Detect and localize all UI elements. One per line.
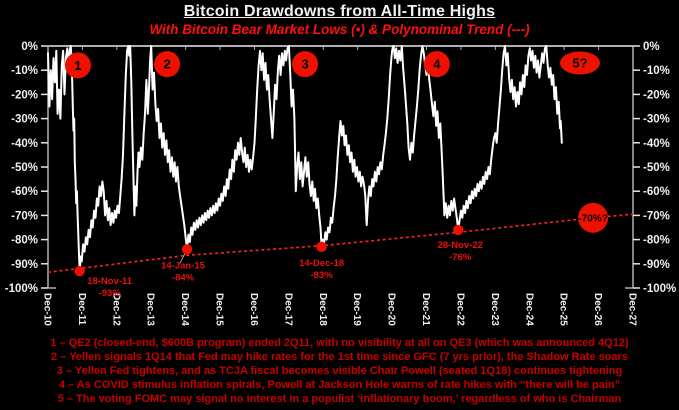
event-marker-number: 1 <box>74 58 81 73</box>
x-axis-label: Dec-25 <box>558 293 569 326</box>
low-date-label: 14-Dec-18 <box>299 258 344 269</box>
chart-subtitle: With Bitcoin Bear Market Lows (•) & Poly… <box>149 22 530 37</box>
x-axis-label: Dec-21 <box>420 293 431 326</box>
footnote-line: 4 – As COVID stimulus inflation spirals,… <box>58 379 621 391</box>
y-axis-label-left: -10% <box>11 65 38 77</box>
drawdown-line-chart: 0% 0% -10% -10% -20% -20% -30% -30% -40% -40% -50%… <box>5 41 677 326</box>
x-axis-label: Dec-17 <box>282 293 293 326</box>
footnote-line: 1 – QE2 (closed-end, $600B program) ende… <box>50 337 629 349</box>
x-axis-label: Dec-13 <box>145 293 156 326</box>
y-axis-label-left: -100% <box>5 283 38 295</box>
x-axis-label: Dec-18 <box>317 293 328 326</box>
low-pct-label: -83% <box>310 270 333 281</box>
low-pct-label: -84% <box>172 272 195 283</box>
x-axis-label: Dec-23 <box>489 293 500 326</box>
event-marker-circle <box>64 52 91 79</box>
bear-market-low-dot <box>74 265 85 277</box>
event-marker-circle <box>423 51 450 78</box>
y-axis-label-left: -90% <box>11 259 38 271</box>
event-marker-circle <box>292 51 319 78</box>
footnote-block: 1 – QE2 (closed-end, $600B program) ende… <box>0 336 679 406</box>
event-marker-ellipse <box>560 51 601 75</box>
x-axis-label: Dec-27 <box>627 293 638 326</box>
y-axis-label-right: -100% <box>643 283 676 295</box>
x-axis-label: Dec-16 <box>248 293 259 326</box>
low-label-connector <box>179 253 186 264</box>
low-pct-label: -93% <box>99 288 122 299</box>
bear-market-low-dot <box>452 224 464 236</box>
y-axis-label-right: -30% <box>643 114 670 126</box>
y-axis-label-right: -90% <box>643 259 670 271</box>
x-axis-label: Dec-22 <box>454 293 465 326</box>
y-axis-label-right: -50% <box>643 162 670 174</box>
low-pct-label: -76% <box>449 252 472 263</box>
y-axis-label-left: -40% <box>11 138 38 150</box>
y-axis-label-right: -70% <box>643 210 670 222</box>
low-date-label: 18-Nov-11 <box>87 276 133 287</box>
y-axis-label-right: -40% <box>643 138 670 150</box>
y-axis-label-left: -20% <box>11 89 38 101</box>
y-axis-label-left: -30% <box>11 114 38 126</box>
x-axis-label: Dec-14 <box>179 293 190 326</box>
y-axis-label-left: -60% <box>11 186 38 198</box>
y-axis-label-left: 0% <box>21 41 38 53</box>
event-marker-number: 3 <box>301 57 308 72</box>
bear-market-low-dot <box>181 244 193 255</box>
polynominal-trend-dashed-line <box>47 213 634 274</box>
footnote-line: 3 – Yellen Fed tightens, and as TCJA fis… <box>56 365 623 377</box>
x-axis-label: Dec-11 <box>76 293 87 326</box>
x-axis-label: Dec-26 <box>592 293 603 326</box>
x-axis-label: Dec-20 <box>386 293 397 326</box>
y-axis-label-right: -20% <box>643 89 670 101</box>
x-axis-label: Dec-10 <box>42 293 53 326</box>
event-marker-number: 2 <box>163 57 170 72</box>
low-date-label: 14-Jan-15 <box>161 260 206 271</box>
y-axis-label-left: -80% <box>11 235 38 247</box>
footnote-line: 5 – The voting FOMC may signal no intere… <box>57 393 622 405</box>
y-axis-label-right: -80% <box>643 235 670 247</box>
event-marker-circle <box>154 51 181 78</box>
event-marker-number: 5? <box>572 55 587 70</box>
y-axis-label-right: -10% <box>643 65 670 77</box>
low-date-label: 28-Nov-22 <box>437 240 482 251</box>
y-axis-label-left: -70% <box>11 210 38 222</box>
event-marker-number: 4 <box>433 57 441 72</box>
trend-projection-bubble <box>578 202 609 233</box>
y-axis-label-right: -60% <box>643 186 670 198</box>
footnote-line: 2 – Yellen signals 1Q14 that Fed may hik… <box>51 351 628 363</box>
x-axis-label: Dec-12 <box>110 293 121 326</box>
x-axis-label: Dec-19 <box>351 293 362 326</box>
bitcoin-drawdown-line <box>47 45 563 273</box>
bear-market-low-dot <box>316 241 327 253</box>
chart-title: Bitcoin Drawdowns from All-Time Highs <box>183 3 496 20</box>
x-axis-label: Dec-24 <box>523 293 534 326</box>
trend-projection-label: -70%? <box>578 213 607 224</box>
y-axis-label-left: -50% <box>11 162 38 174</box>
y-axis-label-right: 0% <box>643 41 660 53</box>
x-axis-label: Dec-15 <box>214 293 225 326</box>
